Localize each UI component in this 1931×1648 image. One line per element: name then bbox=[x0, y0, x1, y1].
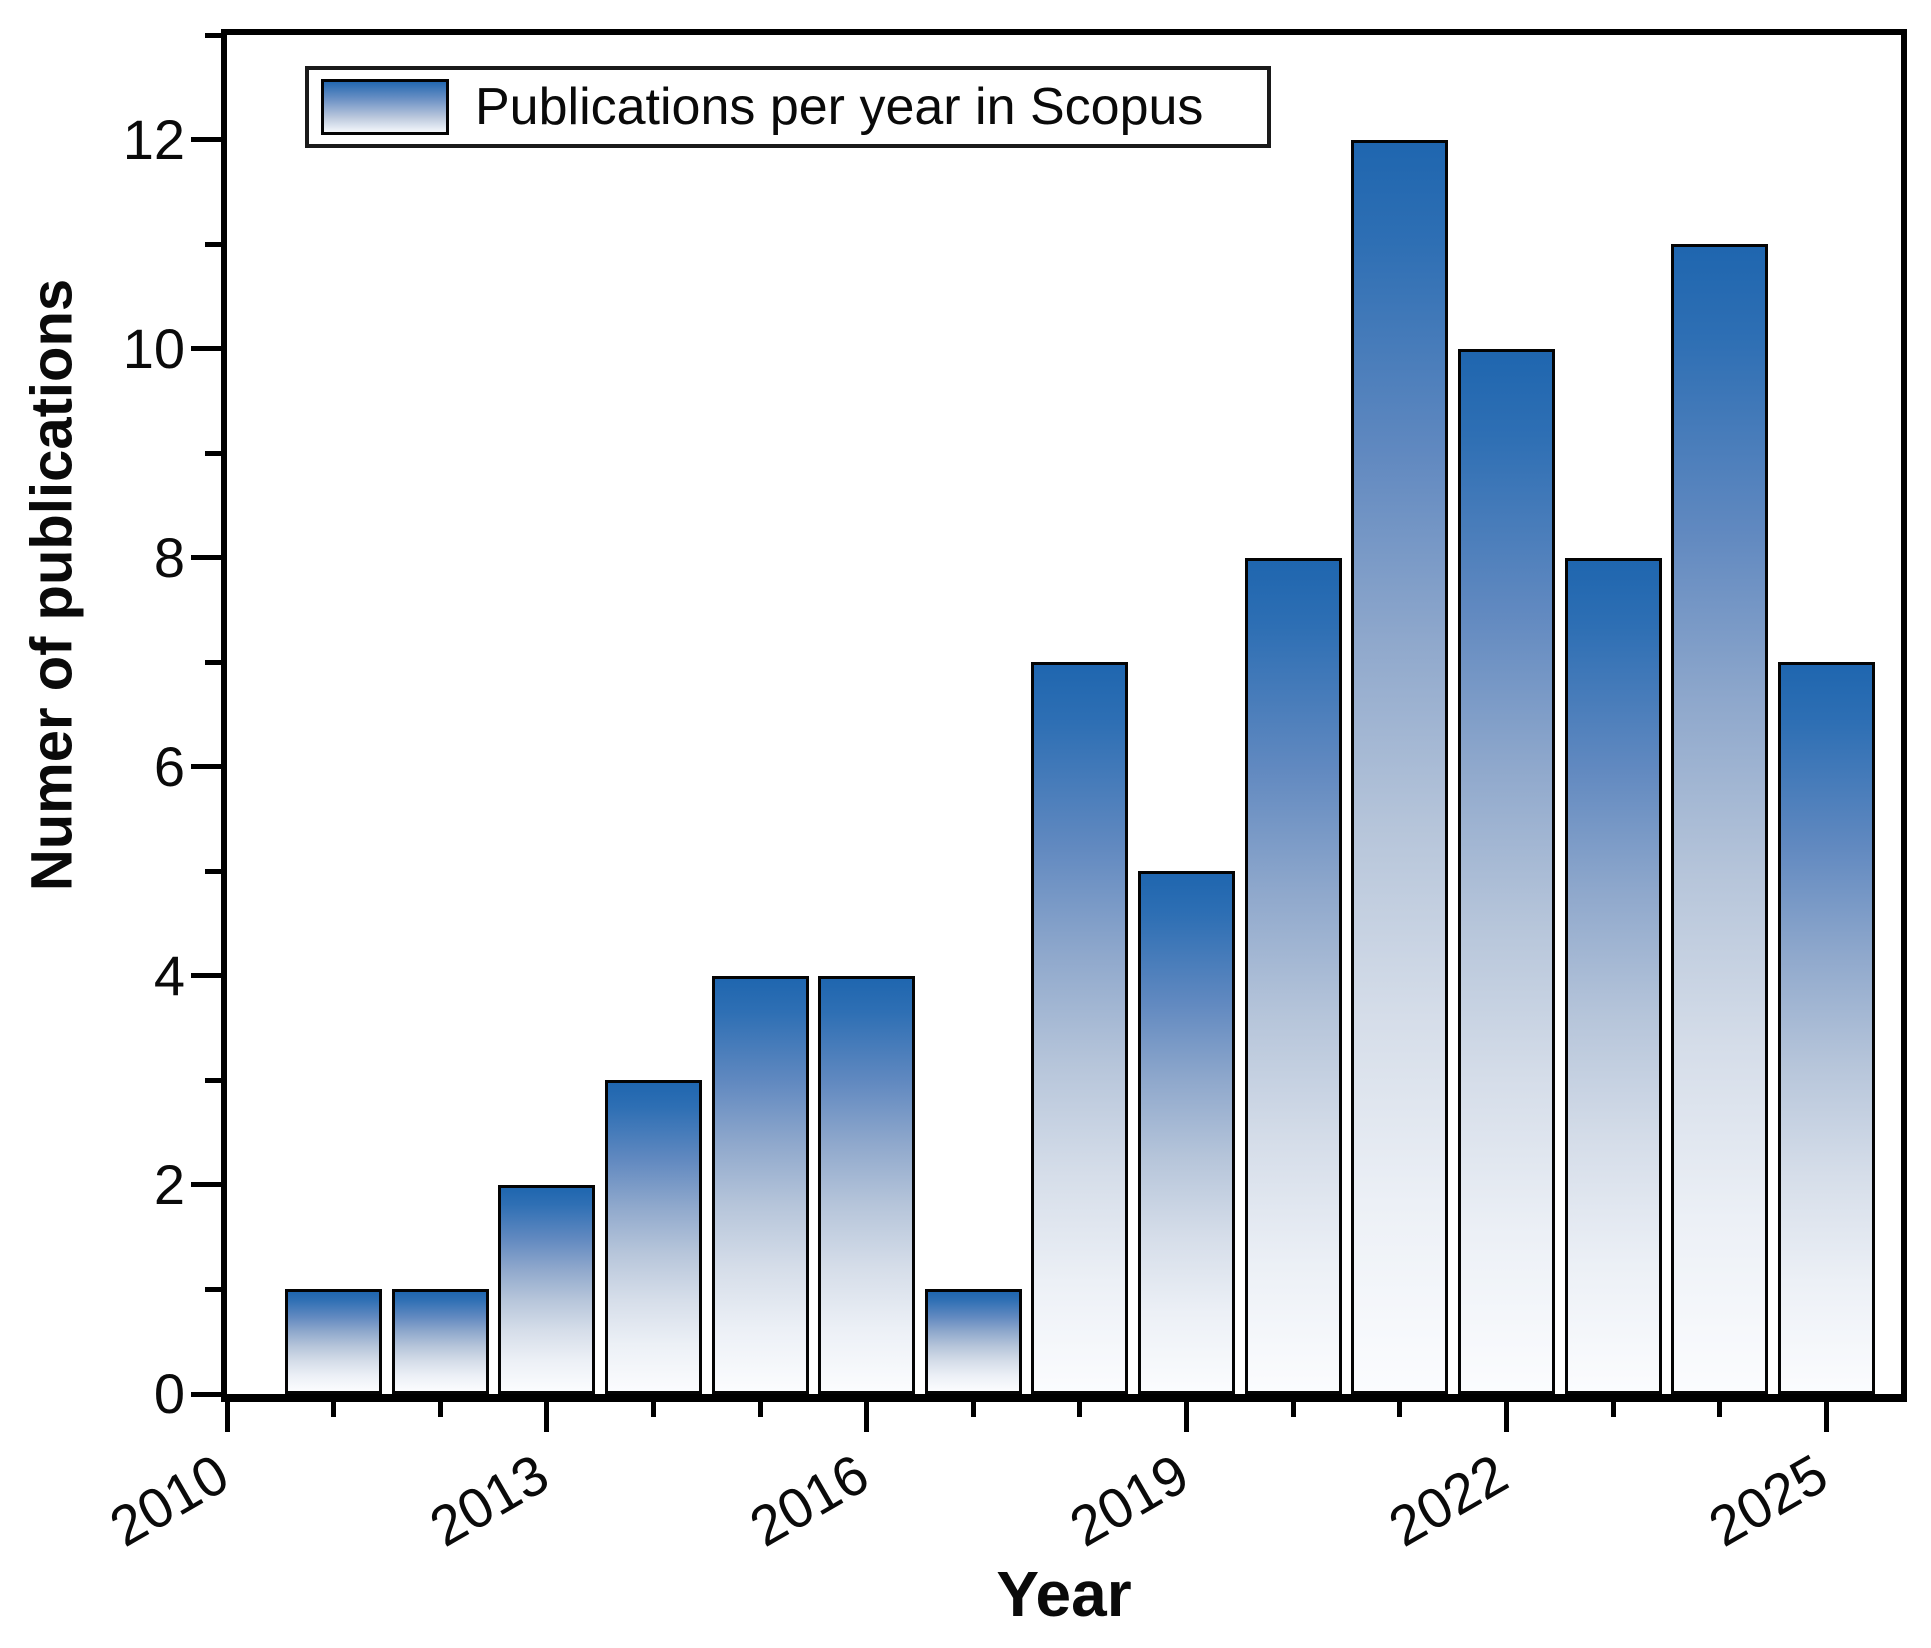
y-tick-label-4: 4 bbox=[153, 944, 185, 1007]
y-minor-tick-7 bbox=[205, 660, 221, 665]
y-minor-tick-13 bbox=[205, 33, 221, 38]
y-minor-tick-9 bbox=[205, 451, 221, 456]
bar-2017 bbox=[925, 1289, 1022, 1394]
y-tick-label-0: 0 bbox=[153, 1362, 185, 1425]
y-tick-label-2: 2 bbox=[153, 1153, 185, 1216]
bar-2014 bbox=[605, 1080, 702, 1394]
x-tick-label-2019: 2019 bbox=[1059, 1441, 1199, 1559]
x-major-tick-2010 bbox=[225, 1402, 230, 1432]
x-major-tick-2016 bbox=[864, 1402, 869, 1432]
bar-2012 bbox=[392, 1289, 489, 1394]
y-tick-label-6: 6 bbox=[153, 735, 185, 798]
x-minor-tick-2015 bbox=[758, 1402, 763, 1417]
x-major-tick-2013 bbox=[544, 1402, 549, 1432]
bar-2015 bbox=[712, 976, 809, 1394]
y-minor-tick-3 bbox=[205, 1078, 221, 1083]
bar-2013 bbox=[498, 1185, 595, 1394]
bar-2021 bbox=[1351, 140, 1448, 1394]
legend-label: Publications per year in Scopus bbox=[475, 78, 1204, 136]
y-major-tick-8 bbox=[191, 555, 221, 560]
y-minor-tick-5 bbox=[205, 869, 221, 874]
legend-box: Publications per year in Scopus bbox=[305, 66, 1271, 148]
x-tick-label-2013: 2013 bbox=[419, 1441, 559, 1559]
bar-2024 bbox=[1671, 244, 1768, 1394]
bar-2025 bbox=[1778, 662, 1875, 1394]
y-major-tick-10 bbox=[191, 346, 221, 351]
x-minor-tick-2018 bbox=[1077, 1402, 1082, 1417]
bar-2023 bbox=[1565, 558, 1662, 1394]
x-minor-tick-2014 bbox=[651, 1402, 656, 1417]
x-minor-tick-2012 bbox=[438, 1402, 443, 1417]
y-major-tick-4 bbox=[191, 973, 221, 978]
x-tick-label-2010: 2010 bbox=[99, 1441, 239, 1559]
x-major-tick-2019 bbox=[1184, 1402, 1189, 1432]
x-minor-tick-2020 bbox=[1291, 1402, 1296, 1417]
bar-2019 bbox=[1138, 871, 1235, 1394]
bar-2016 bbox=[818, 976, 915, 1394]
x-minor-tick-2021 bbox=[1397, 1402, 1402, 1417]
bar-2020 bbox=[1245, 558, 1342, 1394]
x-tick-label-2025: 2025 bbox=[1698, 1441, 1838, 1559]
x-major-tick-2025 bbox=[1824, 1402, 1829, 1432]
y-minor-tick-1 bbox=[205, 1287, 221, 1292]
x-major-tick-2022 bbox=[1504, 1402, 1509, 1432]
x-minor-tick-2011 bbox=[331, 1402, 336, 1417]
legend-swatch-icon bbox=[321, 79, 449, 135]
x-tick-label-2022: 2022 bbox=[1378, 1441, 1518, 1559]
y-major-tick-0 bbox=[191, 1392, 221, 1397]
y-major-tick-2 bbox=[191, 1182, 221, 1187]
x-tick-label-2016: 2016 bbox=[739, 1441, 879, 1559]
x-minor-tick-2023 bbox=[1611, 1402, 1616, 1417]
y-major-tick-12 bbox=[191, 137, 221, 142]
bar-2011 bbox=[285, 1289, 382, 1394]
y-major-tick-6 bbox=[191, 764, 221, 769]
x-minor-tick-2017 bbox=[971, 1402, 976, 1417]
y-tick-label-10: 10 bbox=[122, 317, 185, 380]
x-axis-title: Year bbox=[996, 1558, 1132, 1630]
x-minor-tick-2024 bbox=[1717, 1402, 1722, 1417]
y-minor-tick-11 bbox=[205, 242, 221, 247]
y-tick-label-12: 12 bbox=[122, 108, 185, 171]
bar-2022 bbox=[1458, 349, 1555, 1394]
bar-2018 bbox=[1031, 662, 1128, 1394]
y-axis-title: Numer of publications bbox=[19, 278, 85, 892]
y-tick-label-8: 8 bbox=[153, 526, 185, 589]
